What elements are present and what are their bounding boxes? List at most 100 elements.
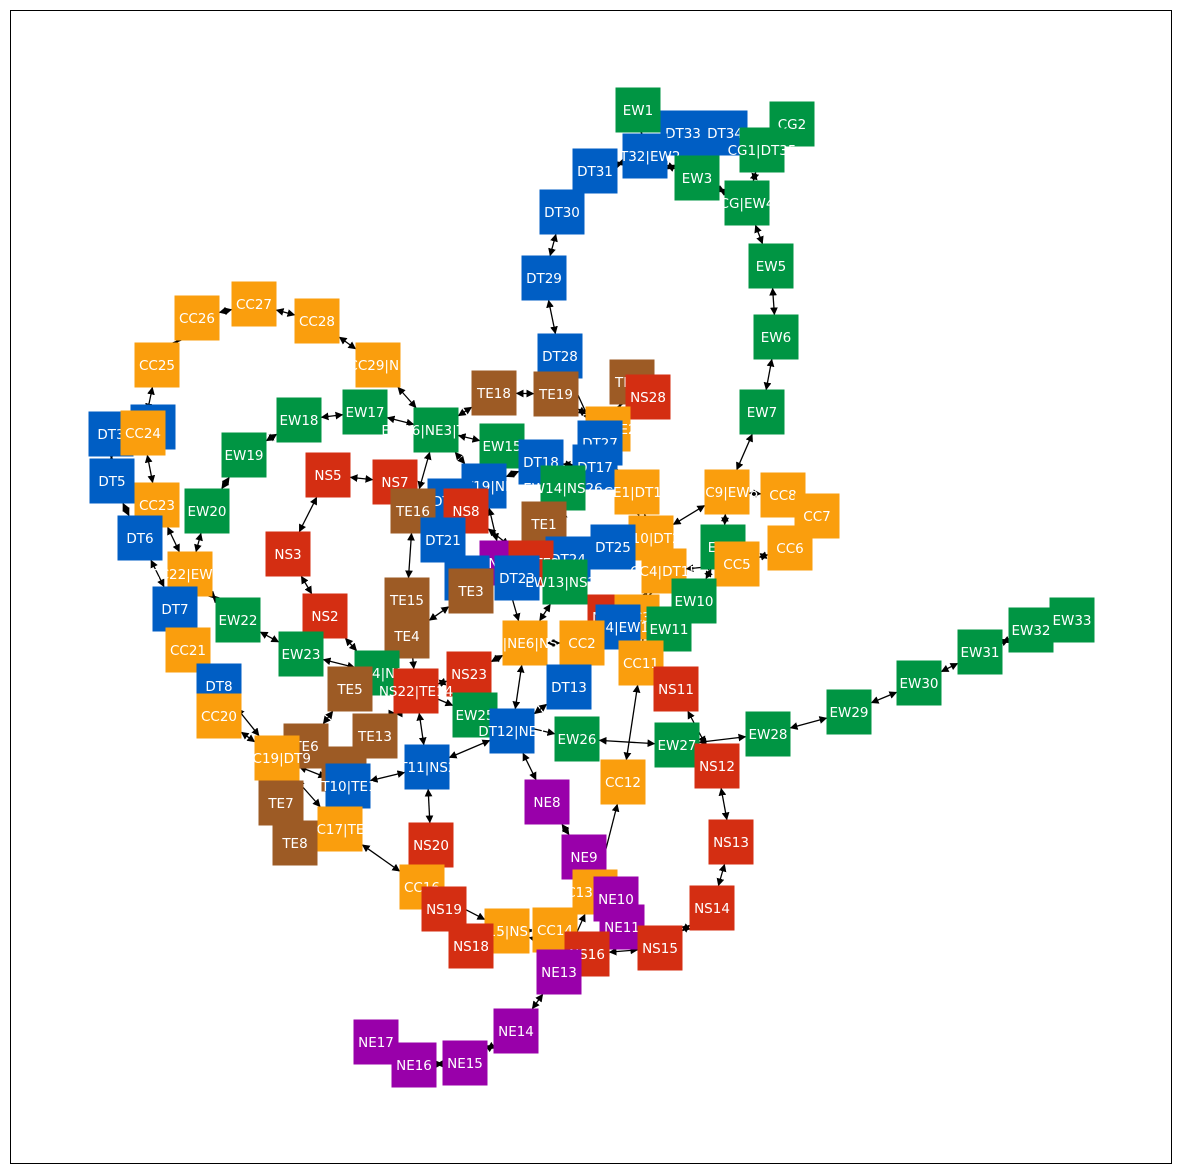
edge-ns15-ns16 bbox=[608, 946, 639, 956]
node-box bbox=[546, 664, 592, 710]
edge-te15-te16 bbox=[405, 532, 415, 579]
node-dt33: DT33 bbox=[660, 110, 706, 156]
node-label: EW17 bbox=[345, 405, 384, 421]
edge-ne13-ne14 bbox=[531, 993, 544, 1010]
node-label: DT11|NS21 bbox=[389, 760, 465, 776]
node-ew16-ne3-te17: EW16|NE3|TE17 bbox=[381, 407, 491, 453]
edge-ns14-ns15 bbox=[681, 923, 691, 933]
node-label: CC25 bbox=[139, 358, 175, 374]
node-box bbox=[89, 458, 135, 504]
node-box bbox=[174, 295, 220, 341]
node-dt6: DT6 bbox=[117, 515, 163, 561]
node-box bbox=[615, 87, 661, 133]
node-box bbox=[694, 743, 740, 789]
node-label: DT17 bbox=[577, 460, 613, 476]
node-label: CG1|DT35 bbox=[728, 143, 797, 159]
node-cc20: CC20 bbox=[196, 693, 242, 739]
node-label: DT34 bbox=[707, 126, 743, 142]
node-label: TE19 bbox=[538, 387, 573, 403]
node-box bbox=[536, 949, 582, 995]
node-label: NS20 bbox=[413, 838, 449, 854]
node-ns23: NS23 bbox=[446, 651, 492, 697]
node-ne8: NE8 bbox=[524, 779, 570, 825]
node-box bbox=[826, 689, 872, 735]
node-cc25: CC25 bbox=[134, 342, 180, 388]
node-label: EW23 bbox=[281, 647, 320, 663]
node-label: DT30 bbox=[544, 205, 580, 221]
node-label: TE5 bbox=[336, 682, 362, 698]
edge-ns22-te14-ns23 bbox=[437, 677, 448, 688]
node-box bbox=[767, 525, 813, 571]
node-box bbox=[471, 370, 517, 416]
edge-ns5-ns7 bbox=[349, 474, 374, 483]
node-dt13: DT13 bbox=[546, 664, 592, 710]
node-ce1-dt16: CE1|DT16 bbox=[604, 469, 670, 515]
node-ew5: EW5 bbox=[748, 243, 794, 289]
node-label: EW19 bbox=[224, 448, 263, 464]
node-label: EW25 bbox=[455, 708, 494, 724]
node-box bbox=[524, 779, 570, 825]
node-dt21: DT21 bbox=[420, 517, 466, 563]
node-te18: TE18 bbox=[471, 370, 517, 416]
node-dt23: DT23 bbox=[494, 555, 540, 601]
edge-cc16-cc17-te9 bbox=[361, 844, 401, 872]
node-ns15: NS15 bbox=[637, 925, 683, 971]
edge-ew9-ew10 bbox=[704, 568, 713, 580]
node-label: DT8 bbox=[205, 679, 232, 695]
node-dt29: DT29 bbox=[521, 255, 567, 301]
node-cc24: CC24 bbox=[120, 410, 166, 456]
node-box bbox=[317, 806, 363, 852]
node-label: DT23 bbox=[499, 571, 535, 587]
node-ew31: EW31 bbox=[957, 629, 1003, 675]
node-ew7: EW7 bbox=[739, 389, 785, 435]
node-box bbox=[739, 389, 785, 435]
node-label: NE14 bbox=[498, 1024, 534, 1040]
edge-dt11-ns21-ns22-te14 bbox=[416, 712, 427, 746]
node-ew20: EW20 bbox=[184, 488, 230, 534]
edge-ew15-ew16-ne3-te17 bbox=[457, 433, 481, 443]
edge-cc22-ew21-cc23 bbox=[167, 526, 180, 553]
node-label: EW3 bbox=[682, 171, 712, 187]
node-cc2: CC2 bbox=[559, 620, 605, 666]
node-ew33: EW33 bbox=[1049, 597, 1095, 643]
edge-dt17-dt18 bbox=[562, 460, 574, 469]
node-box bbox=[554, 716, 600, 762]
node-label: EW15 bbox=[482, 439, 521, 455]
node-label: CC11 bbox=[623, 656, 659, 672]
node-label: CC28 bbox=[299, 314, 335, 330]
node-label: NS3 bbox=[274, 547, 301, 563]
node-box bbox=[896, 660, 942, 706]
node-label: CC21 bbox=[170, 643, 206, 659]
edge-cc9-ew8-ew9 bbox=[720, 513, 730, 526]
node-box bbox=[420, 517, 466, 563]
node-box bbox=[404, 744, 450, 790]
node-box bbox=[542, 559, 588, 605]
node-label: DT32|EW2 bbox=[610, 149, 681, 165]
edge-ew24-ns1-ns2 bbox=[345, 637, 357, 652]
node-label: EW20 bbox=[187, 504, 226, 520]
node-label: EW1 bbox=[623, 103, 653, 119]
node-label: EW5 bbox=[756, 259, 786, 275]
node-box bbox=[276, 397, 322, 443]
node-ns3: NS3 bbox=[265, 531, 311, 577]
node-label: CC14 bbox=[537, 923, 573, 939]
node-label: TE15 bbox=[389, 593, 424, 609]
edge-ns3-ns5 bbox=[298, 496, 318, 533]
node-label: NS28 bbox=[630, 390, 666, 406]
node-ew32: EW32 bbox=[1008, 607, 1054, 653]
edge-cc25-cc26 bbox=[170, 334, 184, 349]
node-cc26: CC26 bbox=[174, 295, 220, 341]
node-cc4-dt15: CC4|DT15 bbox=[630, 548, 698, 594]
node-box bbox=[539, 189, 585, 235]
node-box bbox=[654, 722, 700, 768]
node-cc6: CC6 bbox=[767, 525, 813, 571]
node-box bbox=[637, 925, 683, 971]
node-ew3: EW3 bbox=[674, 155, 720, 201]
node-label: EW30 bbox=[899, 676, 938, 692]
node-label: DT33 bbox=[665, 126, 701, 142]
node-ew28: EW28 bbox=[745, 711, 791, 757]
node-layer: EW1 DT33 DT34 CG2 DT32|EW2 CG1|DT35 EW3 DT31 CG|… bbox=[88, 87, 1095, 1088]
edge-cc3-cc4-dt15 bbox=[643, 586, 658, 602]
edge-ns13-ns14 bbox=[716, 863, 727, 887]
